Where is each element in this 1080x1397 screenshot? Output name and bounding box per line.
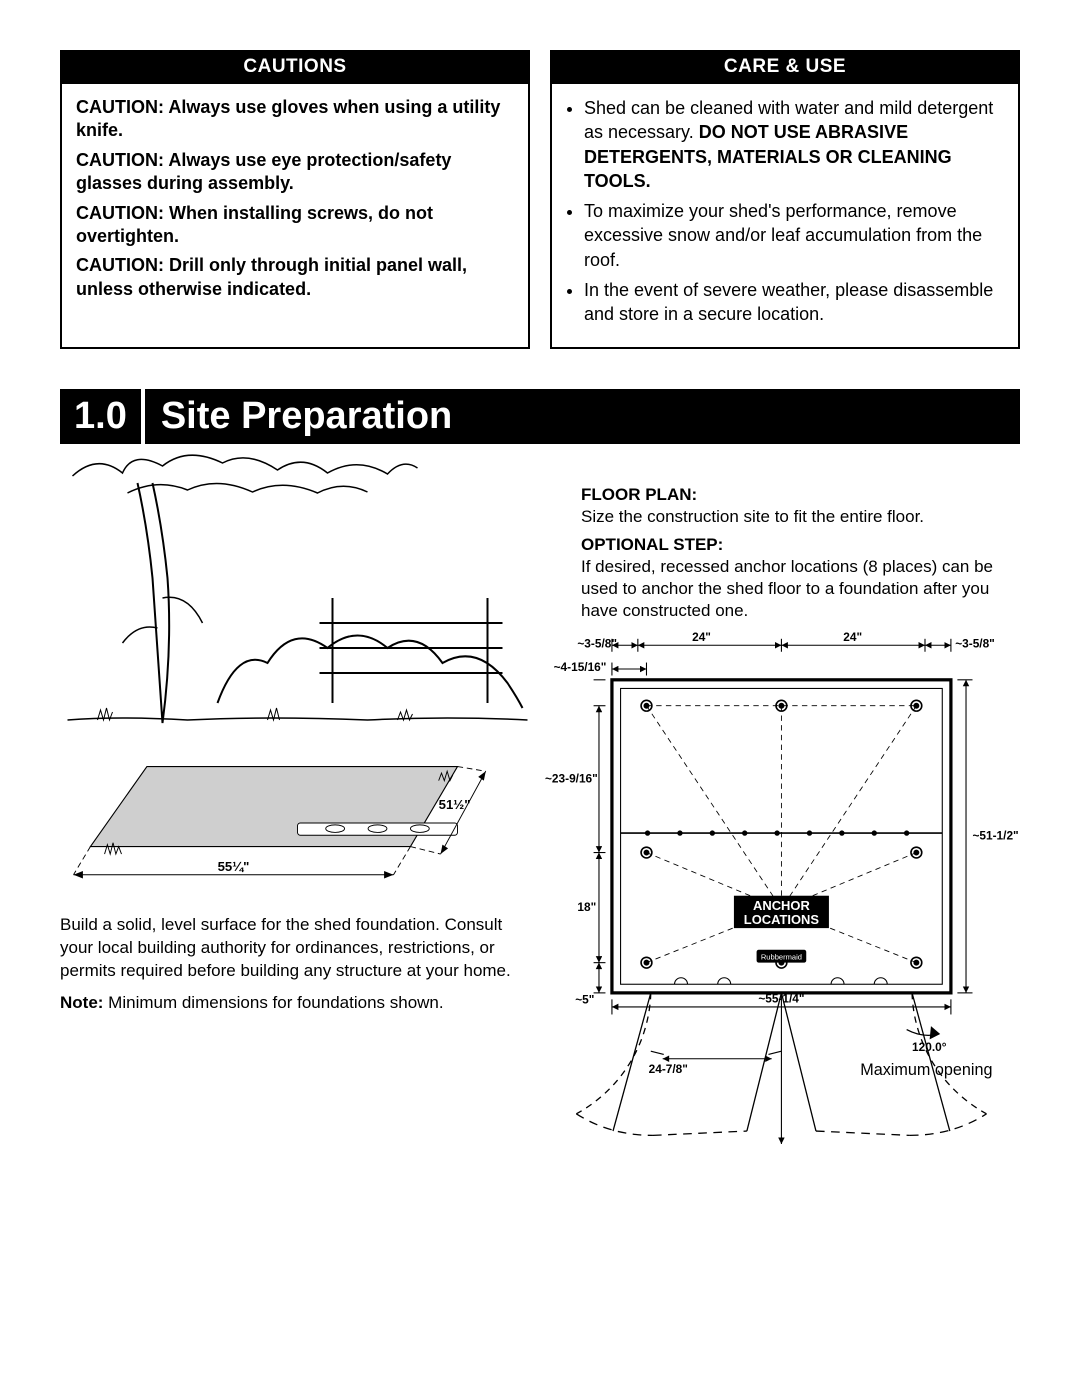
caution-item: CAUTION: Always use gloves when using a … bbox=[76, 96, 514, 143]
scenery-illustration bbox=[60, 448, 535, 728]
brand-label: Rubbermaid bbox=[761, 953, 802, 962]
caution-item: CAUTION: Always use eye protection/safet… bbox=[76, 149, 514, 196]
section-name: Site Preparation bbox=[145, 389, 1020, 444]
foundation-illustration: 55¼" 51½" bbox=[60, 743, 535, 903]
dim-top-right-margin: ~3-5/8" bbox=[955, 637, 995, 651]
section-title-bar: 1.0 Site Preparation bbox=[60, 389, 1020, 444]
floorplan-diagram: ~3-5/8" 24" 24" ~3-5/8" ~4-15/16" bbox=[545, 628, 1020, 1168]
care-item: Shed can be cleaned with water and mild … bbox=[584, 96, 1004, 193]
dim-angle: 120.0° bbox=[912, 1040, 947, 1054]
anchor-label-1: ANCHOR bbox=[753, 898, 810, 913]
cautions-box: CAUTIONS CAUTION: Always use gloves when… bbox=[60, 50, 530, 349]
cautions-body: CAUTION: Always use gloves when using a … bbox=[62, 84, 528, 321]
dim-side-bottom: ~5" bbox=[575, 993, 594, 1007]
care-item: In the event of severe weather, please d… bbox=[584, 278, 1004, 327]
dim-door-swing: 24-7/8" bbox=[649, 1062, 688, 1076]
care-header: CARE & USE bbox=[552, 52, 1018, 84]
caution-item: CAUTION: When installing screws, do not … bbox=[76, 202, 514, 249]
dim-side-upper: ~23-9/16" bbox=[545, 772, 598, 786]
floorplan-text: FLOOR PLAN: Size the construction site t… bbox=[545, 484, 1020, 623]
max-opening-label: Maximum opening bbox=[860, 1061, 992, 1079]
section-number: 1.0 bbox=[60, 389, 145, 444]
dim-top-span1: 24" bbox=[692, 630, 711, 644]
care-box: CARE & USE Shed can be cleaned with wate… bbox=[550, 50, 1020, 349]
foundation-width-label: 55¼" bbox=[218, 859, 250, 874]
dim-top-span2: 24" bbox=[843, 630, 862, 644]
anchor-label-2: LOCATIONS bbox=[744, 912, 820, 927]
dim-side-mid: 18" bbox=[577, 900, 596, 914]
dim-right-total: ~51-1/2" bbox=[972, 829, 1018, 843]
foundation-text: Build a solid, level surface for the she… bbox=[60, 914, 535, 1016]
care-item: To maximize your shed's performance, rem… bbox=[584, 199, 1004, 272]
warnings-row: CAUTIONS CAUTION: Always use gloves when… bbox=[60, 50, 1020, 349]
dim-row2-left: ~4-15/16" bbox=[554, 660, 607, 674]
care-body: Shed can be cleaned with water and mild … bbox=[552, 84, 1018, 347]
caution-item: CAUTION: Drill only through initial pane… bbox=[76, 254, 514, 301]
cautions-header: CAUTIONS bbox=[62, 52, 528, 84]
foundation-depth-label: 51½" bbox=[439, 797, 471, 812]
dim-top-left-margin: ~3-5/8" bbox=[577, 637, 617, 651]
